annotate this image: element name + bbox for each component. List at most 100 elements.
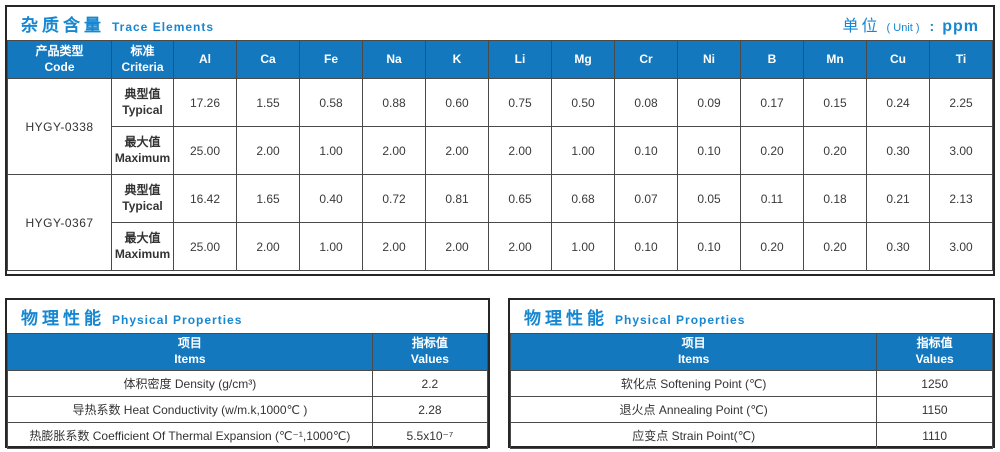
section-title-cn: 物理性能	[21, 309, 105, 328]
value-cell: 25.00	[173, 126, 237, 175]
col-header-mn: Mn	[803, 40, 867, 79]
property-value: 2.28	[371, 396, 489, 423]
phys-header-row: 项目 Items 指标值 Values	[7, 333, 489, 371]
col-header-li: Li	[488, 40, 552, 79]
value-cell: 17.26	[173, 78, 237, 127]
value-cell: 1.00	[551, 222, 615, 271]
value-cell: 2.00	[362, 126, 426, 175]
value-cell: 0.72	[362, 174, 426, 223]
value-cell: 1.65	[236, 174, 300, 223]
table-row: 热膨胀系数 Coefficient Of Thermal Expansion (…	[7, 422, 489, 449]
table-row: HYGY-0338 典型值 Typical 17.26 1.55 0.58 0.…	[7, 78, 993, 175]
value-cell: 1.00	[299, 126, 363, 175]
physical-properties-left-section: 物理性能 Physical Properties 项目 Items 指标值 Va…	[5, 298, 490, 449]
table-row: 应变点 Strain Point(℃) 1110	[509, 422, 993, 449]
value-cell: 0.05	[677, 174, 741, 223]
value-cell: 0.10	[614, 222, 678, 271]
property-item: 退火点 Annealing Point (℃)	[509, 396, 878, 423]
value-cell: 0.24	[866, 78, 930, 127]
col-header-b: B	[740, 40, 804, 79]
table-row: 体积密度 Density (g/cm³) 2.2	[7, 370, 489, 397]
col-header-ti: Ti	[929, 40, 993, 79]
trace-elements-title-bar: 杂质含量 Trace Elements 单位 ( Unit ) : ppm	[7, 7, 993, 40]
value-cell: 0.58	[299, 78, 363, 127]
physical-left-table: 项目 Items 指标值 Values 体积密度 Density (g/cm³)…	[7, 333, 489, 449]
value-cell: 0.20	[803, 222, 867, 271]
table-row: 导热系数 Heat Conductivity (w/m.k,1000℃ ) 2.…	[7, 396, 489, 423]
col-header-ni: Ni	[677, 40, 741, 79]
phys-header-row: 项目 Items 指标值 Values	[509, 333, 993, 371]
unit-value: ppm	[942, 17, 979, 35]
property-item: 应变点 Strain Point(℃)	[509, 422, 878, 449]
property-value: 1110	[876, 422, 993, 449]
value-cell: 2.25	[929, 78, 993, 127]
section-title: 物理性能 Physical Properties	[21, 304, 242, 329]
unit-label-cn: 单位	[842, 17, 881, 35]
row-type-cell: 最大值 Maximum	[111, 222, 174, 271]
col-header-items: 项目 Items	[509, 333, 878, 371]
value-cell: 0.60	[425, 78, 489, 127]
col-header-na: Na	[362, 40, 426, 79]
value-cell: 3.00	[929, 126, 993, 175]
value-cell: 0.08	[614, 78, 678, 127]
property-value: 1150	[876, 396, 993, 423]
value-cell: 0.21	[866, 174, 930, 223]
col-header-cu: Cu	[866, 40, 930, 79]
value-cell: 1.55	[236, 78, 300, 127]
value-cell: 0.17	[740, 78, 804, 127]
col-header-fe: Fe	[299, 40, 363, 79]
value-cell: 3.00	[929, 222, 993, 271]
property-item: 热膨胀系数 Coefficient Of Thermal Expansion (…	[7, 422, 373, 449]
property-value: 2.2	[371, 370, 489, 397]
col-header-cr: Cr	[614, 40, 678, 79]
value-cell: 0.81	[425, 174, 489, 223]
trace-elements-table: 产品类型 Code 标准 Criteria Al Ca Fe Na K Li M…	[7, 40, 993, 271]
row-type-cell: 最大值 Maximum	[111, 126, 174, 175]
value-cell: 2.00	[362, 222, 426, 271]
row-type-cell: 典型值 Typical	[111, 78, 174, 127]
col-header-mg: Mg	[551, 40, 615, 79]
col-header-values: 指标值 Values	[371, 333, 489, 371]
value-cell: 0.18	[803, 174, 867, 223]
physical-properties-right-section: 物理性能 Physical Properties 项目 Items 指标值 Va…	[508, 298, 995, 449]
trace-elements-section: 杂质含量 Trace Elements 单位 ( Unit ) : ppm 产品…	[5, 5, 995, 276]
value-cell: 0.20	[803, 126, 867, 175]
col-header-items: 项目 Items	[7, 333, 373, 371]
section-title-en: Physical Properties	[615, 313, 746, 327]
section-title: 物理性能 Physical Properties	[524, 304, 745, 329]
col-header-values: 指标值 Values	[876, 333, 993, 371]
col-header-k: K	[425, 40, 489, 79]
value-cell: 0.11	[740, 174, 804, 223]
section-title: 杂质含量 Trace Elements	[21, 11, 214, 36]
property-value: 1250	[876, 370, 993, 397]
property-value: 5.5x10⁻⁷	[371, 422, 489, 449]
product-code-cell: HYGY-0338	[7, 78, 112, 175]
physical-right-title-bar: 物理性能 Physical Properties	[510, 300, 993, 333]
section-title-cn: 杂质含量	[21, 16, 105, 35]
physical-left-title-bar: 物理性能 Physical Properties	[7, 300, 488, 333]
value-cell: 0.10	[677, 126, 741, 175]
col-header-ca: Ca	[236, 40, 300, 79]
value-cell: 1.00	[299, 222, 363, 271]
value-cell: 0.75	[488, 78, 552, 127]
value-cell: 0.30	[866, 222, 930, 271]
value-cell: 1.00	[551, 126, 615, 175]
value-cell: 0.07	[614, 174, 678, 223]
col-header-code: 产品类型 Code	[7, 40, 112, 79]
table-row: 退火点 Annealing Point (℃) 1150	[509, 396, 993, 423]
row-type-cell: 典型值 Typical	[111, 174, 174, 223]
value-cell: 0.09	[677, 78, 741, 127]
trace-header-row: 产品类型 Code 标准 Criteria Al Ca Fe Na K Li M…	[7, 40, 993, 79]
value-cell: 0.68	[551, 174, 615, 223]
product-code-cell: HYGY-0367	[7, 174, 112, 271]
property-item: 导热系数 Heat Conductivity (w/m.k,1000℃ )	[7, 396, 373, 423]
value-cell: 0.15	[803, 78, 867, 127]
value-cell: 25.00	[173, 222, 237, 271]
value-cell: 0.50	[551, 78, 615, 127]
unit-colon: :	[929, 17, 935, 34]
value-cell: 0.88	[362, 78, 426, 127]
value-cell: 0.10	[614, 126, 678, 175]
value-cell: 2.13	[929, 174, 993, 223]
value-cell: 2.00	[236, 126, 300, 175]
